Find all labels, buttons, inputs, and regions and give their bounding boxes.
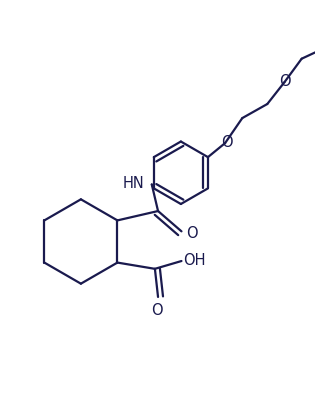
Text: O: O xyxy=(151,302,162,317)
Text: O: O xyxy=(221,135,232,150)
Text: OH: OH xyxy=(183,252,205,267)
Text: HN: HN xyxy=(122,176,144,191)
Text: O: O xyxy=(186,226,198,241)
Text: O: O xyxy=(279,74,291,89)
